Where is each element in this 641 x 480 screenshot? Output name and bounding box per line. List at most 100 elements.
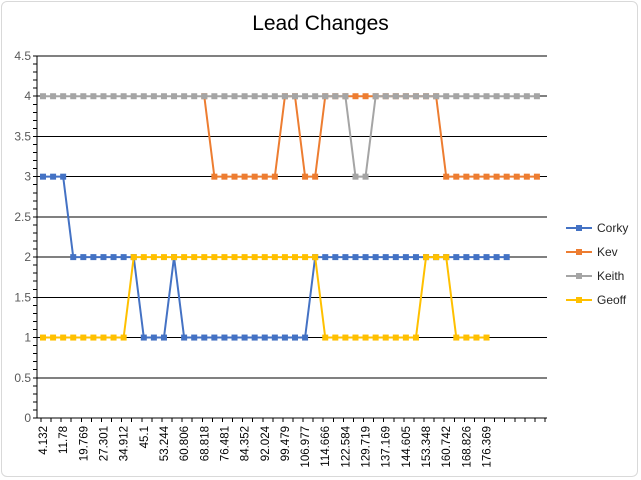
data-point-geoff	[261, 254, 268, 261]
data-point-kev	[443, 173, 450, 180]
data-point-keith	[40, 93, 46, 100]
data-point-geoff	[211, 254, 218, 261]
data-point-geoff	[70, 334, 77, 341]
x-tick-label: 168.826	[461, 426, 473, 468]
data-point-corky	[281, 334, 288, 341]
data-point-corky	[332, 254, 339, 261]
data-point-keith	[402, 93, 409, 100]
data-point-geoff	[372, 334, 379, 341]
data-point-keith	[140, 93, 147, 100]
data-point-corky	[271, 334, 278, 341]
x-tick-label: 137.169	[381, 426, 393, 468]
y-tick-label: 3	[24, 170, 31, 184]
data-point-corky	[221, 334, 228, 341]
data-point-corky	[503, 254, 510, 261]
data-point-keith	[533, 93, 540, 100]
data-point-geoff	[332, 334, 339, 341]
data-point-kev	[473, 173, 480, 180]
data-point-geoff	[221, 254, 228, 261]
data-point-kev	[221, 173, 228, 180]
data-point-geoff	[150, 254, 157, 261]
data-point-keith	[412, 93, 419, 100]
data-point-geoff	[362, 334, 369, 341]
data-point-keith	[90, 93, 97, 100]
data-point-keith	[231, 93, 238, 100]
y-tick-label: 2	[24, 250, 31, 264]
data-point-keith	[423, 93, 430, 100]
x-tick-label: 60.806	[179, 426, 191, 461]
data-point-geoff	[382, 334, 389, 341]
data-point-keith	[382, 93, 389, 100]
data-point-keith	[453, 93, 460, 100]
x-tick-label: 45.1	[139, 426, 151, 448]
data-point-geoff	[251, 254, 258, 261]
data-point-keith	[342, 93, 349, 100]
data-point-geoff	[412, 334, 419, 341]
y-tick-label: 1	[24, 331, 31, 345]
data-point-corky	[80, 254, 87, 261]
x-tick-label: 144.605	[401, 426, 413, 468]
data-point-keith	[322, 93, 329, 100]
data-point-geoff	[60, 334, 67, 341]
data-point-corky	[60, 173, 67, 180]
data-point-keith	[221, 93, 228, 100]
x-tick-label: 92.024	[260, 425, 272, 461]
data-point-keith	[392, 93, 399, 100]
y-tick-label: 1.5	[14, 290, 31, 304]
data-point-geoff	[140, 254, 147, 261]
data-point-keith	[251, 93, 258, 100]
data-point-kev	[463, 173, 470, 180]
data-point-keith	[463, 93, 470, 100]
data-point-geoff	[191, 254, 198, 261]
data-point-geoff	[80, 334, 87, 341]
data-point-corky	[120, 254, 127, 261]
x-tick-label: 76.481	[219, 426, 231, 461]
legend-item-kev: Kev	[566, 240, 638, 264]
data-point-corky	[362, 254, 369, 261]
data-point-corky	[231, 334, 238, 341]
data-point-geoff	[40, 334, 46, 341]
data-point-geoff	[302, 254, 309, 261]
data-point-keith	[120, 93, 127, 100]
legend-swatch	[566, 294, 592, 306]
data-point-kev	[503, 173, 510, 180]
data-point-geoff	[483, 334, 490, 341]
y-tick-label: 3.5	[14, 129, 31, 143]
x-tick-label: 68.818	[199, 426, 211, 461]
data-point-keith	[271, 93, 278, 100]
data-point-geoff	[241, 254, 248, 261]
data-point-keith	[332, 93, 339, 100]
data-point-corky	[453, 254, 460, 261]
data-point-geoff	[160, 254, 167, 261]
data-point-corky	[483, 254, 490, 261]
data-point-keith	[473, 93, 480, 100]
data-point-keith	[281, 93, 288, 100]
data-point-kev	[241, 173, 248, 180]
data-point-keith	[362, 173, 369, 180]
data-point-kev	[231, 173, 238, 180]
data-point-geoff	[392, 334, 399, 341]
data-point-corky	[402, 254, 409, 261]
data-point-corky	[352, 254, 359, 261]
legend-label: Corky	[597, 221, 629, 235]
data-point-corky	[150, 334, 157, 341]
data-point-corky	[463, 254, 470, 261]
data-point-corky	[50, 173, 57, 180]
x-tick-label: 122.584	[340, 425, 352, 467]
data-point-keith	[171, 93, 178, 100]
data-point-corky	[191, 334, 198, 341]
data-point-geoff	[100, 334, 107, 341]
series-line-kev	[203, 95, 537, 178]
data-point-geoff	[463, 334, 470, 341]
x-tick-label: 27.301	[98, 426, 110, 461]
data-point-kev	[312, 173, 319, 180]
data-point-geoff	[181, 254, 188, 261]
data-point-geoff	[110, 334, 117, 341]
legend-swatch	[566, 246, 592, 258]
x-tick-label: 11.78	[58, 426, 70, 454]
x-tick-label: 129.719	[361, 426, 373, 468]
data-point-keith	[312, 93, 319, 100]
data-point-kev	[251, 173, 258, 180]
legend-label: Kev	[597, 245, 618, 259]
